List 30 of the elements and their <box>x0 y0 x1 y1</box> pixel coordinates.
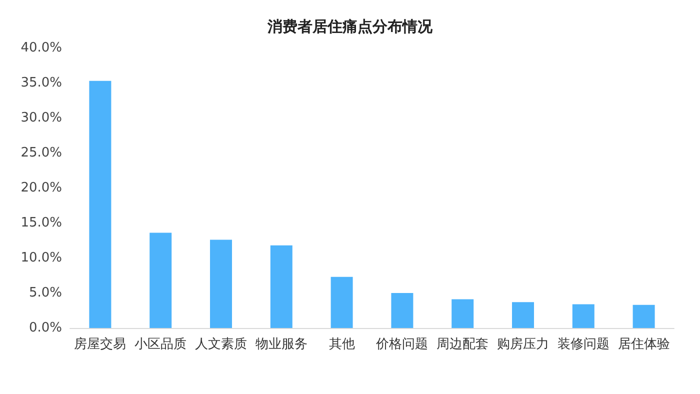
y-tick-label: 30.0% <box>20 110 62 126</box>
x-tick-label: 房屋交易 <box>74 336 126 352</box>
x-tick-label: 其他 <box>328 337 355 352</box>
bar <box>270 245 292 328</box>
y-tick-label: 10.0% <box>20 250 62 266</box>
bar <box>572 304 594 328</box>
bar <box>632 304 655 328</box>
bar <box>391 293 414 328</box>
bar <box>89 80 112 328</box>
chart-title: 消费者居住痛点分布情况 <box>266 18 434 36</box>
y-tick-label: 20.0% <box>20 180 62 196</box>
x-tick-label: 装修问题 <box>557 337 610 352</box>
x-tick-label: 购房压力 <box>497 336 549 352</box>
bar <box>330 276 353 328</box>
x-tick-label: 周边配套 <box>436 337 489 352</box>
x-tick-label: 居住体验 <box>618 337 670 352</box>
x-tick-label: 小区品质 <box>134 337 187 352</box>
y-tick-label: 0.0% <box>28 320 62 336</box>
x-tick-label: 价格问题 <box>375 337 428 352</box>
bar <box>512 302 534 328</box>
y-tick-label: 35.0% <box>20 76 62 90</box>
y-tick-label: 25.0% <box>20 146 62 160</box>
bar <box>210 240 232 328</box>
y-tick-label: 5.0% <box>28 286 62 300</box>
x-tick-label: 物业服务 <box>255 337 308 352</box>
y-tick-label: 15.0% <box>20 216 62 230</box>
bar <box>452 299 474 328</box>
bar <box>150 232 172 328</box>
y-tick-label: 40.0% <box>20 40 62 56</box>
x-tick-label: 人文素质 <box>195 337 247 352</box>
